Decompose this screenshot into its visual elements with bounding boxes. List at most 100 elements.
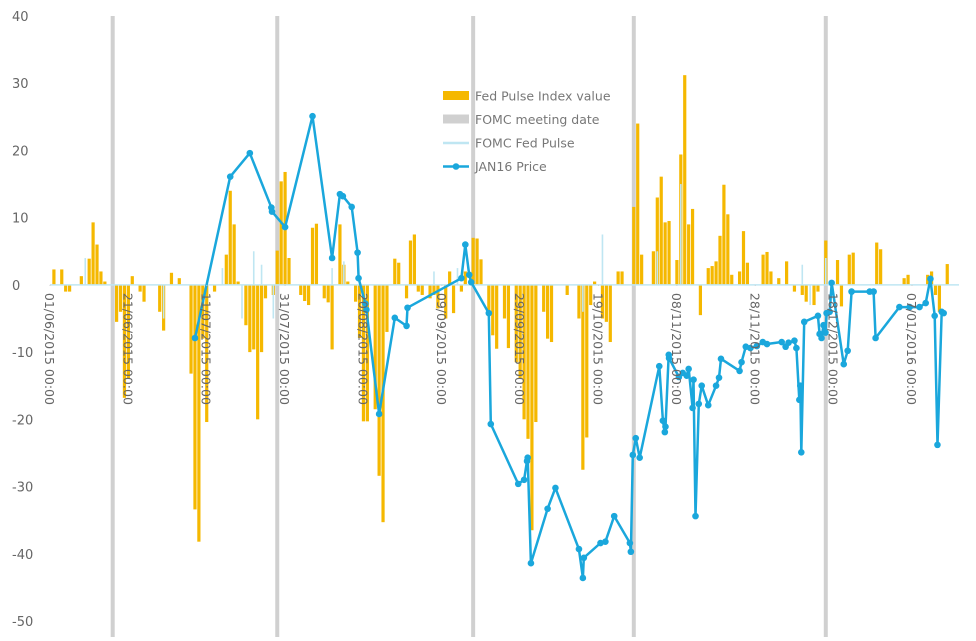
- bar: [275, 250, 279, 285]
- price-point: [485, 309, 493, 317]
- price-point: [602, 538, 609, 545]
- y-tick-label: -30: [12, 481, 33, 496]
- y-tick-label: -10: [12, 346, 33, 361]
- bar: [346, 281, 350, 285]
- x-tick-label: 01/06/2015 00:00: [42, 293, 57, 405]
- price-point: [281, 223, 289, 231]
- price-point: [797, 382, 804, 390]
- bar: [377, 284, 381, 476]
- thin-bar: [260, 264, 263, 285]
- bar: [130, 276, 134, 285]
- price-point: [797, 448, 805, 456]
- bar: [785, 261, 789, 285]
- bar: [475, 238, 479, 285]
- bar: [256, 284, 260, 420]
- price-point: [354, 249, 361, 256]
- bar: [565, 284, 569, 295]
- bar: [408, 240, 413, 285]
- price-point: [683, 372, 690, 379]
- bar: [142, 284, 146, 302]
- bar: [659, 176, 663, 285]
- legend-label: FOMC Fed Pulse: [475, 136, 575, 151]
- bar: [252, 284, 256, 350]
- price-point: [906, 303, 913, 311]
- price-point: [348, 203, 355, 211]
- legend-swatch: [443, 114, 469, 124]
- bar: [365, 284, 369, 422]
- bar: [769, 271, 773, 285]
- bar: [761, 254, 765, 285]
- price-point: [580, 554, 588, 562]
- x-tick-label: 07/01/2016 00:00: [904, 293, 919, 405]
- price-point: [814, 312, 822, 320]
- x-tick-label: 11/07/2015 00:00: [199, 293, 214, 405]
- price-point: [916, 303, 923, 311]
- bar: [875, 242, 879, 285]
- price-point: [870, 288, 877, 295]
- bar: [118, 284, 123, 312]
- x-tick-label: 19/10/2015 00:00: [591, 293, 606, 405]
- bar: [687, 224, 691, 285]
- x-tick-label: 08/11/2015 00:00: [669, 293, 684, 405]
- bar: [816, 284, 820, 292]
- price-point: [527, 559, 535, 567]
- price-point: [690, 376, 697, 383]
- legend-swatch: [452, 163, 460, 170]
- price-point: [462, 241, 469, 248]
- bar: [126, 284, 130, 379]
- bar: [189, 284, 193, 374]
- bar: [448, 271, 452, 285]
- price-point: [872, 334, 879, 342]
- price-point: [785, 339, 792, 347]
- bar: [933, 284, 938, 295]
- bar: [436, 284, 440, 309]
- bar: [354, 284, 358, 302]
- price-point: [363, 306, 370, 314]
- y-tick-label: -50: [12, 615, 33, 630]
- y-tick-label: -40: [12, 548, 33, 563]
- price-point: [685, 365, 692, 373]
- bar: [545, 284, 550, 339]
- price-point: [636, 454, 643, 461]
- thin-bar: [656, 251, 659, 285]
- price-point: [922, 299, 929, 307]
- price-point: [848, 288, 855, 295]
- legend-label: JAN16 Price: [474, 159, 547, 174]
- bar: [471, 237, 475, 285]
- bar: [522, 284, 526, 420]
- bar: [259, 284, 264, 353]
- bar: [205, 284, 209, 423]
- y-tick-label: 0: [12, 279, 20, 294]
- bar: [514, 284, 518, 363]
- bar: [879, 249, 883, 285]
- bar: [542, 284, 546, 312]
- price-point: [665, 354, 673, 362]
- bar: [745, 262, 750, 285]
- bar: [902, 278, 906, 285]
- bar: [463, 271, 467, 285]
- price-point: [520, 476, 528, 484]
- bar: [64, 284, 68, 292]
- bar: [330, 284, 334, 350]
- thin-bar: [272, 284, 275, 319]
- bar: [299, 284, 303, 295]
- bar: [506, 284, 511, 349]
- thin-bar: [433, 271, 435, 285]
- bar: [279, 181, 283, 285]
- bar: [224, 254, 228, 285]
- price-point: [931, 312, 938, 320]
- price-point: [465, 271, 473, 279]
- price-point: [375, 410, 383, 418]
- bar: [549, 284, 554, 343]
- bar: [201, 284, 205, 339]
- bar: [393, 258, 397, 285]
- y-tick-label: 10: [12, 212, 29, 227]
- y-tick-label: -20: [12, 413, 33, 428]
- bar: [115, 284, 119, 322]
- price-point: [355, 274, 362, 282]
- price-point: [778, 338, 786, 346]
- bar: [651, 251, 655, 285]
- x-tick-label: 21/06/2015 00:00: [120, 293, 135, 405]
- price-point: [458, 274, 465, 282]
